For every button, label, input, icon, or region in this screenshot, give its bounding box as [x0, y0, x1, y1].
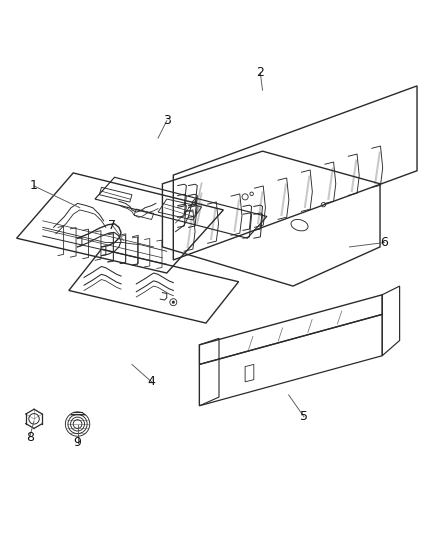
Text: 1: 1	[30, 180, 38, 192]
Text: 4: 4	[148, 375, 155, 389]
Circle shape	[172, 301, 175, 303]
Text: 6: 6	[381, 236, 389, 249]
Text: 5: 5	[300, 410, 308, 423]
Text: 8: 8	[26, 431, 34, 443]
Text: 2: 2	[256, 66, 264, 79]
Text: 7: 7	[108, 219, 117, 232]
Text: 3: 3	[163, 114, 171, 127]
Text: 9: 9	[74, 437, 81, 449]
